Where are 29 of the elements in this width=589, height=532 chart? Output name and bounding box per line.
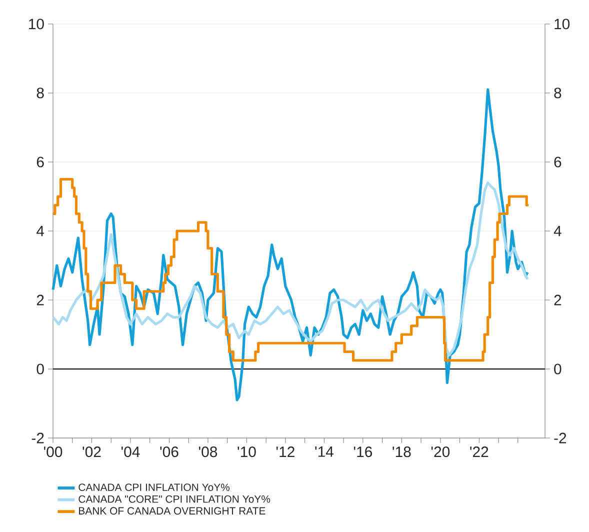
- x-tick-label: '02: [82, 446, 101, 458]
- y2-tick-label: 8: [554, 88, 562, 98]
- y2-tick-label: 2: [554, 294, 562, 306]
- x-tick-label: '10: [238, 446, 256, 458]
- y-tick-label: 0: [36, 364, 44, 374]
- y-tick-label: 8: [36, 88, 44, 98]
- y-tick-label: 4: [36, 226, 44, 236]
- y2-tick-label: 10: [554, 18, 570, 30]
- x-tick-label: '08: [198, 446, 218, 458]
- legend-label: CANADA "CORE" CPI INFLATION YoY%: [78, 495, 270, 503]
- y2-tick-label: -2: [554, 432, 566, 444]
- x-tick-label: '18: [392, 446, 411, 458]
- y-tick-label: -2: [32, 432, 44, 444]
- x-tick-label: '12: [276, 446, 294, 457]
- x-tick-label: '20: [431, 446, 450, 458]
- x-tick-label: '00: [44, 446, 62, 458]
- y-tick-label: 10: [29, 18, 44, 30]
- y2-tick-label: 0: [554, 364, 562, 374]
- x-tick-label: '22: [470, 446, 488, 457]
- y-tick-label: 2: [36, 294, 44, 306]
- legend-label: BANK OF CANADA OVERNIGHT RATE: [79, 507, 266, 515]
- y-tick-label: 6: [36, 156, 44, 168]
- y2-tick-label: 6: [554, 156, 562, 168]
- x-tick-label: '06: [160, 446, 178, 458]
- x-tick-label: '16: [354, 446, 372, 458]
- legend-label: CANADA CPI INFLATION YoY%: [78, 484, 230, 491]
- x-tick-label: '14: [315, 446, 334, 457]
- y2-tick-label: 4: [554, 226, 562, 236]
- x-tick-label: '04: [122, 446, 140, 458]
